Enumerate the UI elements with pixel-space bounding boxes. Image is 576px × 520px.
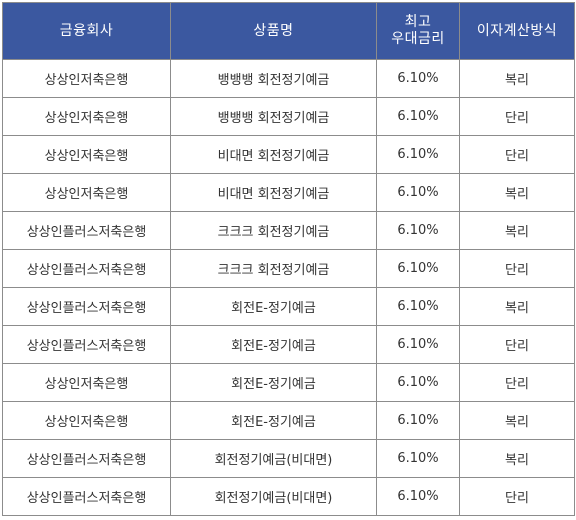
cell-company: 상상인플러스저축은행 — [2, 439, 171, 478]
cell-rate: 6.10% — [376, 363, 460, 402]
header-max-rate-line1: 최고 — [404, 14, 432, 30]
cell-method: 단리 — [459, 477, 575, 516]
cell-company: 상상인플러스저축은행 — [2, 211, 171, 250]
cell-company: 상상인저축은행 — [2, 59, 171, 98]
cell-product: 뱅뱅뱅 회전정기예금 — [170, 59, 377, 98]
cell-rate: 6.10% — [376, 59, 460, 98]
cell-rate: 6.10% — [376, 135, 460, 174]
cell-method: 복리 — [459, 439, 575, 478]
cell-method: 복리 — [459, 401, 575, 440]
cell-product: 회전E-정기예금 — [170, 287, 377, 326]
cell-product: 뱅뱅뱅 회전정기예금 — [170, 97, 377, 136]
table-body: 상상인저축은행 뱅뱅뱅 회전정기예금 6.10% 복리 상상인저축은행 뱅뱅뱅 … — [2, 59, 575, 516]
cell-method: 단리 — [459, 249, 575, 288]
cell-method: 복리 — [459, 287, 575, 326]
cell-rate: 6.10% — [376, 211, 460, 250]
table-row: 상상인저축은행 뱅뱅뱅 회전정기예금 6.10% 단리 — [2, 97, 575, 136]
cell-rate: 6.10% — [376, 439, 460, 478]
cell-method: 단리 — [459, 97, 575, 136]
cell-product: 크크크 회전정기예금 — [170, 211, 377, 250]
cell-product: 크크크 회전정기예금 — [170, 249, 377, 288]
cell-method: 단리 — [459, 363, 575, 402]
cell-rate: 6.10% — [376, 325, 460, 364]
table-row: 상상인저축은행 비대면 회전정기예금 6.10% 복리 — [2, 173, 575, 212]
cell-company: 상상인플러스저축은행 — [2, 287, 171, 326]
cell-product: 회전정기예금(비대면) — [170, 439, 377, 478]
cell-method: 단리 — [459, 325, 575, 364]
table-row: 상상인저축은행 뱅뱅뱅 회전정기예금 6.10% 복리 — [2, 59, 575, 98]
header-interest-method: 이자계산방식 — [459, 2, 575, 60]
header-company: 금융회사 — [2, 2, 171, 60]
header-max-rate-line2: 우대금리 — [391, 31, 445, 47]
cell-company: 상상인플러스저축은행 — [2, 325, 171, 364]
cell-rate: 6.10% — [376, 249, 460, 288]
table-row: 상상인플러스저축은행 회전정기예금(비대면) 6.10% 단리 — [2, 477, 575, 516]
table-row: 상상인저축은행 비대면 회전정기예금 6.10% 단리 — [2, 135, 575, 174]
cell-company: 상상인저축은행 — [2, 97, 171, 136]
cell-company: 상상인저축은행 — [2, 401, 171, 440]
cell-method: 단리 — [459, 135, 575, 174]
cell-company: 상상인저축은행 — [2, 135, 171, 174]
header-product: 상품명 — [170, 2, 377, 60]
table-row: 상상인플러스저축은행 회전E-정기예금 6.10% 단리 — [2, 325, 575, 364]
table-row: 상상인저축은행 회전E-정기예금 6.10% 단리 — [2, 363, 575, 402]
cell-rate: 6.10% — [376, 477, 460, 516]
header-row: 금융회사 상품명 최고 우대금리 이자계산방식 — [2, 2, 575, 60]
cell-method: 복리 — [459, 59, 575, 98]
cell-product: 회전E-정기예금 — [170, 325, 377, 364]
header-max-rate: 최고 우대금리 — [376, 2, 460, 60]
table-row: 상상인플러스저축은행 크크크 회전정기예금 6.10% 단리 — [2, 249, 575, 288]
cell-rate: 6.10% — [376, 401, 460, 440]
table-row: 상상인플러스저축은행 회전정기예금(비대면) 6.10% 복리 — [2, 439, 575, 478]
table-row: 상상인저축은행 회전E-정기예금 6.10% 복리 — [2, 401, 575, 440]
table-header: 금융회사 상품명 최고 우대금리 이자계산방식 — [2, 2, 575, 60]
cell-product: 회전정기예금(비대면) — [170, 477, 377, 516]
cell-company: 상상인저축은행 — [2, 363, 171, 402]
cell-product: 비대면 회전정기예금 — [170, 135, 377, 174]
cell-rate: 6.10% — [376, 97, 460, 136]
cell-method: 복리 — [459, 173, 575, 212]
cell-product: 회전E-정기예금 — [170, 401, 377, 440]
cell-method: 복리 — [459, 211, 575, 250]
cell-product: 비대면 회전정기예금 — [170, 173, 377, 212]
cell-company: 상상인저축은행 — [2, 173, 171, 212]
table-row: 상상인플러스저축은행 크크크 회전정기예금 6.10% 복리 — [2, 211, 575, 250]
cell-company: 상상인플러스저축은행 — [2, 477, 171, 516]
cell-rate: 6.10% — [376, 173, 460, 212]
table-row: 상상인플러스저축은행 회전E-정기예금 6.10% 복리 — [2, 287, 575, 326]
cell-company: 상상인플러스저축은행 — [2, 249, 171, 288]
cell-product: 회전E-정기예금 — [170, 363, 377, 402]
cell-rate: 6.10% — [376, 287, 460, 326]
